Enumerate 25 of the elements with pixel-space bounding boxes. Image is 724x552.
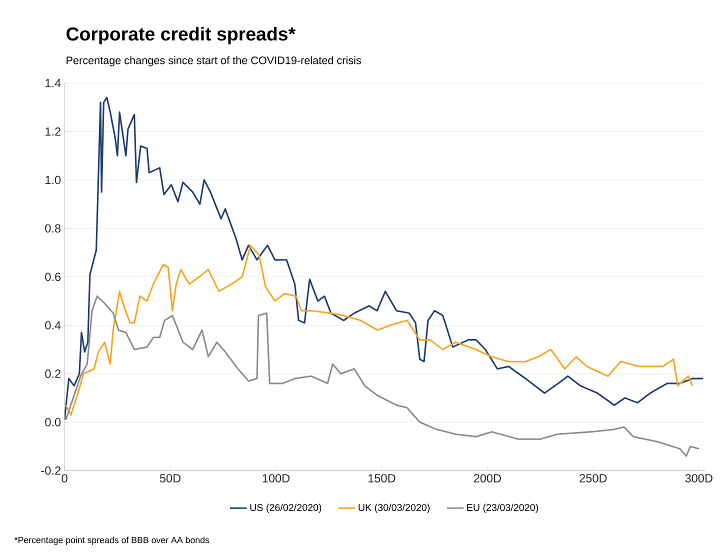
x-tick-label: 150D — [368, 474, 396, 483]
y-tick-label: 0.2 — [45, 370, 60, 378]
legend-label: US (26/02/2020) — [250, 504, 322, 514]
y-tick-label: 1.2 — [46, 128, 60, 136]
text: *Percentage point spreads of BBB over AA bonds — [14, 536, 210, 546]
legend-label: EU (23/03/2020) — [467, 504, 538, 514]
y-tick-label: 0.4 — [45, 321, 61, 330]
x-tick-label: 250D — [580, 474, 607, 483]
legend-label: UK (30/03/2020) — [358, 504, 430, 514]
line-series — [65, 296, 700, 458]
y-tick-label: 1.4 — [46, 79, 61, 88]
x-tick-label: 0 — [62, 474, 68, 483]
chart-subtitle: Percentage changes since start of the COVID19-related crisis — [66, 56, 361, 66]
y-tick-label: 0.6 — [45, 272, 61, 282]
y-tick-label: 0.8 — [45, 224, 61, 233]
x-tick-label: 300D — [685, 474, 712, 483]
x-tick-label: 50D — [160, 474, 181, 483]
chart-title: Corporate credit spreads* — [66, 27, 296, 44]
x-tick-label: 100D — [262, 474, 290, 483]
y-tick-label: 0.0 — [45, 418, 61, 426]
line-series — [64, 96, 704, 421]
y-tick-label: 1.0 — [46, 176, 61, 184]
x-tick-label: 200D — [474, 474, 502, 483]
line-series — [65, 244, 694, 416]
y-tick-label: -0.2 — [41, 466, 60, 475]
